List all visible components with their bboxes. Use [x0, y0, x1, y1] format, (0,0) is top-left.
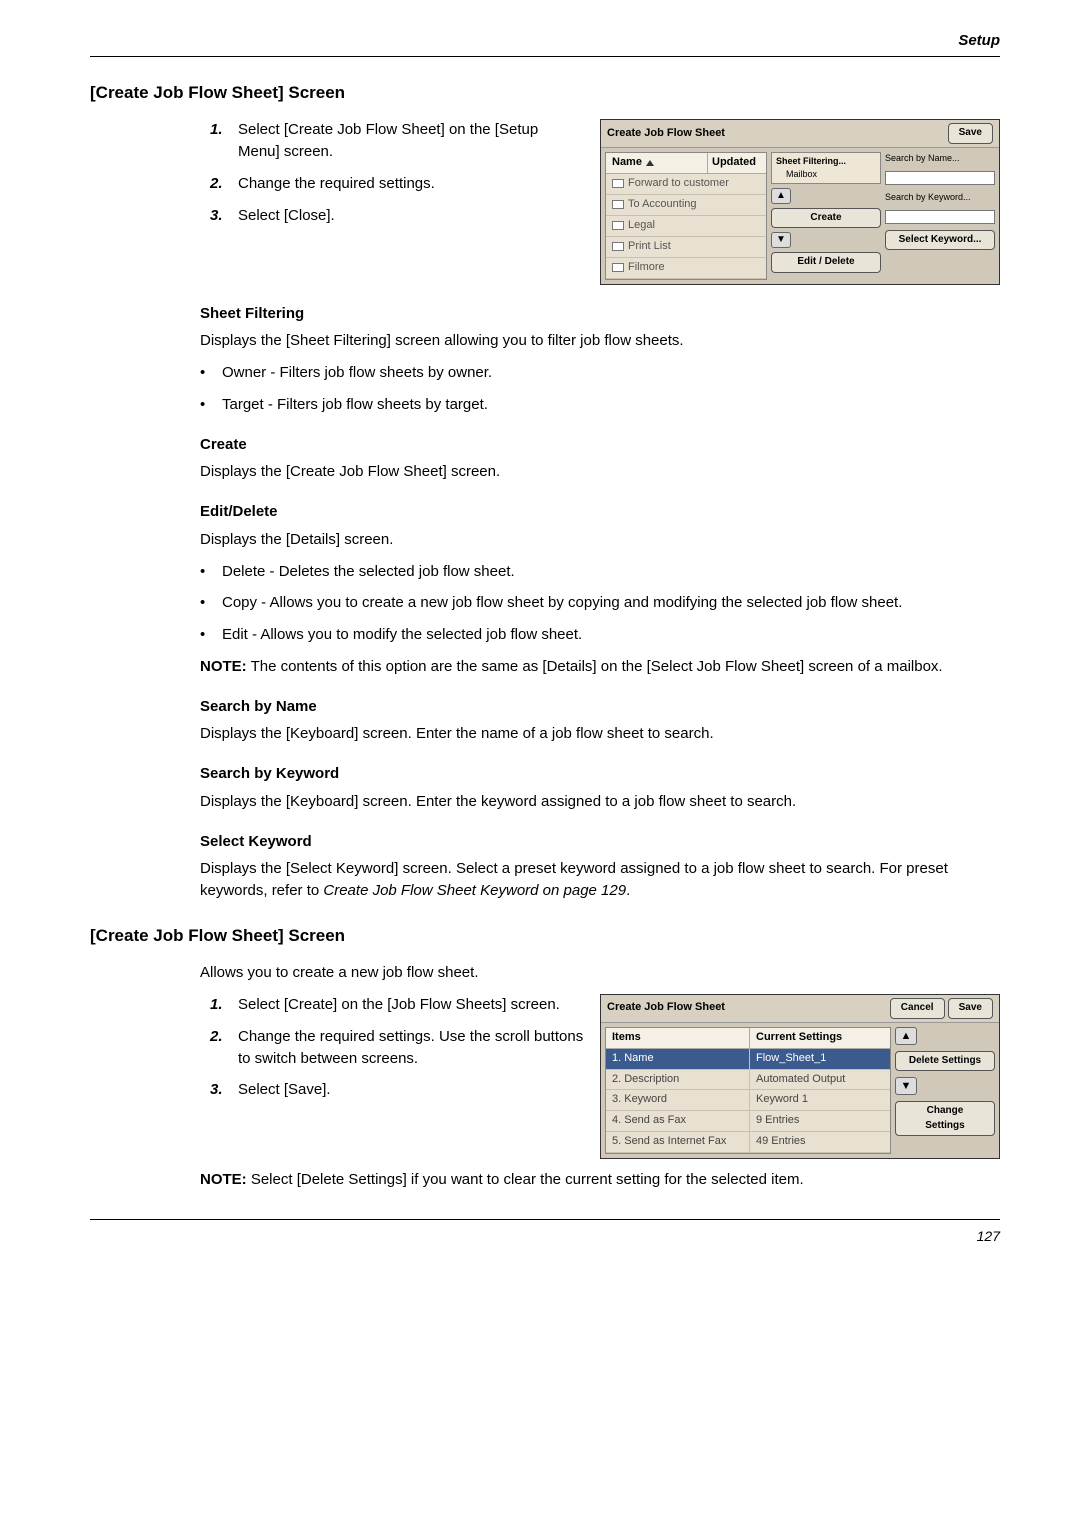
sheet-icon	[612, 179, 624, 188]
edit-delete-heading: Edit/Delete	[200, 501, 1000, 523]
list-item[interactable]: Forward to customer	[606, 174, 766, 195]
note-text: NOTE: The contents of this option are th…	[200, 656, 1000, 678]
dialog-title: Create Job Flow Sheet	[607, 1000, 890, 1016]
step-number: 3.	[210, 205, 238, 227]
create-job-flow-sheet-items-dialog: Create Job Flow Sheet Cancel Save Items …	[600, 994, 1000, 1159]
sheet-icon	[612, 200, 624, 209]
note-label: NOTE:	[200, 658, 247, 675]
table-row[interactable]: 1. Name Flow_Sheet_1	[606, 1049, 890, 1070]
create-heading: Create	[200, 434, 1000, 456]
step-row: 1. Select [Create Job Flow Sheet] on the…	[210, 119, 584, 163]
list-item[interactable]: Legal	[606, 216, 766, 237]
sheet-filtering-button[interactable]: Sheet Filtering... Mailbox	[771, 152, 881, 184]
step-row: 3. Select [Save].	[210, 1079, 584, 1101]
list-item[interactable]: Filmore	[606, 258, 766, 279]
step-number: 2.	[210, 1026, 238, 1070]
scroll-up-button[interactable]: ▲	[771, 188, 791, 204]
sort-asc-icon[interactable]	[646, 160, 654, 166]
sheet-icon	[612, 221, 624, 230]
search-by-keyword-label: Search by Keyword...	[885, 191, 995, 204]
list-item[interactable]: To Accounting	[606, 195, 766, 216]
bullet-item: Edit - Allows you to modify the selected…	[200, 624, 1000, 646]
search-by-name-input[interactable]	[885, 171, 995, 185]
create-job-flow-sheet-list-dialog: Create Job Flow Sheet Save Name Updated …	[600, 119, 1000, 284]
column-name-header[interactable]: Name	[612, 155, 642, 171]
body-text: Displays the [Create Job Flow Sheet] scr…	[200, 461, 1000, 483]
items-table: Items Current Settings 1. Name Flow_Shee…	[605, 1027, 891, 1155]
step-text: Select [Create Job Flow Sheet] on the [S…	[238, 119, 584, 163]
step-text: Select [Close].	[238, 205, 335, 227]
search-by-name-heading: Search by Name	[200, 696, 1000, 718]
save-button[interactable]: Save	[948, 123, 993, 144]
bullet-item: Target - Filters job flow sheets by targ…	[200, 394, 1000, 416]
search-by-keyword-input[interactable]	[885, 210, 995, 224]
step-number: 1.	[210, 994, 238, 1016]
body-text: Displays the [Keyboard] screen. Enter th…	[200, 791, 1000, 813]
table-row[interactable]: 4. Send as Fax 9 Entries	[606, 1111, 890, 1132]
step-text: Change the required settings. Use the sc…	[238, 1026, 584, 1070]
page-number: 127	[977, 1228, 1000, 1244]
column-items-header: Items	[606, 1028, 750, 1048]
step-text: Change the required settings.	[238, 173, 435, 195]
column-settings-header: Current Settings	[750, 1028, 890, 1048]
step-text: Select [Save].	[238, 1079, 331, 1101]
column-updated-header[interactable]: Updated	[708, 153, 766, 173]
page-header: Setup	[90, 30, 1000, 57]
bullet-item: Copy - Allows you to create a new job fl…	[200, 592, 1000, 614]
section1-heading: [Create Job Flow Sheet] Screen	[90, 81, 1000, 106]
sheet-list: Name Updated Forward to customer To Acco…	[605, 152, 767, 280]
body-text: Displays the [Details] screen.	[200, 529, 1000, 551]
sheet-icon	[612, 242, 624, 251]
sheet-filtering-label: Sheet Filtering...	[776, 155, 876, 168]
note-text: NOTE: Select [Delete Settings] if you wa…	[200, 1169, 1000, 1191]
edit-delete-button[interactable]: Edit / Delete	[771, 252, 881, 273]
table-row[interactable]: 3. Keyword Keyword 1	[606, 1090, 890, 1111]
step-row: 3. Select [Close].	[210, 205, 584, 227]
select-keyword-button[interactable]: Select Keyword...	[885, 230, 995, 251]
step-row: 2. Change the required settings. Use the…	[210, 1026, 584, 1070]
step-text: Select [Create] on the [Job Flow Sheets]…	[238, 994, 560, 1016]
sheet-filtering-heading: Sheet Filtering	[200, 303, 1000, 325]
scroll-down-button[interactable]: ▼	[771, 232, 791, 248]
body-text: Displays the [Keyboard] screen. Enter th…	[200, 723, 1000, 745]
scroll-up-button[interactable]: ▲	[895, 1027, 917, 1045]
dialog-title: Create Job Flow Sheet	[607, 126, 948, 142]
step-number: 1.	[210, 119, 238, 163]
step-row: 2. Change the required settings.	[210, 173, 584, 195]
delete-settings-button[interactable]: Delete Settings	[895, 1051, 995, 1072]
step-number: 3.	[210, 1079, 238, 1101]
save-button[interactable]: Save	[948, 998, 993, 1019]
scroll-down-button[interactable]: ▼	[895, 1077, 917, 1095]
sheet-filtering-value: Mailbox	[776, 168, 876, 181]
bullet-item: Delete - Deletes the selected job flow s…	[200, 561, 1000, 583]
search-by-keyword-heading: Search by Keyword	[200, 763, 1000, 785]
bullet-item: Owner - Filters job flow sheets by owner…	[200, 362, 1000, 384]
cross-reference: Create Job Flow Sheet Keyword on page 12…	[323, 882, 626, 899]
search-by-name-label: Search by Name...	[885, 152, 995, 165]
step-number: 2.	[210, 173, 238, 195]
section2-heading: [Create Job Flow Sheet] Screen	[90, 924, 1000, 949]
create-button[interactable]: Create	[771, 208, 881, 229]
select-keyword-heading: Select Keyword	[200, 831, 1000, 853]
table-row[interactable]: 5. Send as Internet Fax 49 Entries	[606, 1132, 890, 1153]
body-text: Displays the [Sheet Filtering] screen al…	[200, 330, 1000, 352]
note-label: NOTE:	[200, 1171, 247, 1188]
cancel-button[interactable]: Cancel	[890, 998, 945, 1019]
body-text: Allows you to create a new job flow shee…	[200, 962, 1000, 984]
table-row[interactable]: 2. Description Automated Output	[606, 1070, 890, 1091]
section-label: Setup	[958, 32, 1000, 49]
list-item[interactable]: Print List	[606, 237, 766, 258]
change-settings-button[interactable]: Change Settings	[895, 1101, 995, 1136]
body-text: Displays the [Select Keyword] screen. Se…	[200, 858, 1000, 902]
sheet-icon	[612, 263, 624, 272]
step-row: 1. Select [Create] on the [Job Flow Shee…	[210, 994, 584, 1016]
page-footer: 127	[90, 1219, 1000, 1246]
